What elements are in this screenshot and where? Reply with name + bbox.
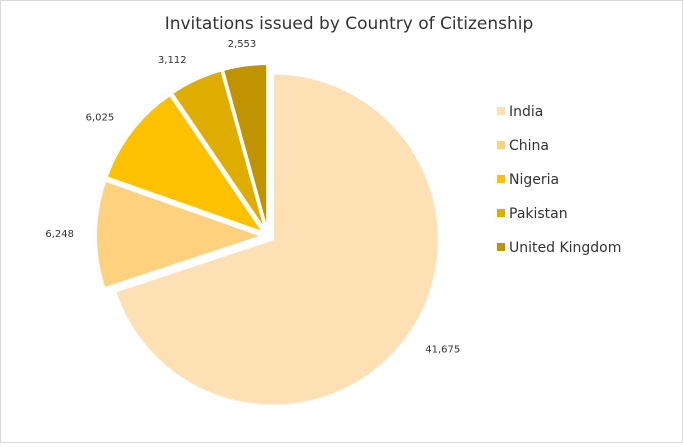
legend-label: China bbox=[509, 138, 549, 154]
legend-label: Nigeria bbox=[509, 172, 559, 188]
pie-slice bbox=[114, 72, 440, 407]
legend-swatch bbox=[497, 209, 505, 217]
data-label: 6,025 bbox=[86, 113, 115, 124]
pie-slice bbox=[105, 93, 266, 235]
pie-slice bbox=[95, 179, 266, 290]
data-label: 3,112 bbox=[158, 55, 187, 66]
chart-title: Invitations issued by Country of Citizen… bbox=[165, 14, 534, 34]
pie-slice bbox=[170, 69, 267, 232]
legend-swatch bbox=[497, 243, 505, 251]
legend-label: India bbox=[509, 104, 543, 120]
data-label: 6,248 bbox=[45, 229, 74, 240]
legend-swatch bbox=[497, 175, 505, 183]
legend-label: Pakistan bbox=[509, 206, 568, 222]
legend-swatch bbox=[497, 141, 505, 149]
data-label: 41,675 bbox=[425, 345, 460, 356]
pie-slice bbox=[221, 63, 269, 231]
legend-swatch bbox=[497, 107, 505, 115]
legend-label: United Kingdom bbox=[509, 240, 621, 256]
data-label: 2,553 bbox=[228, 39, 257, 50]
